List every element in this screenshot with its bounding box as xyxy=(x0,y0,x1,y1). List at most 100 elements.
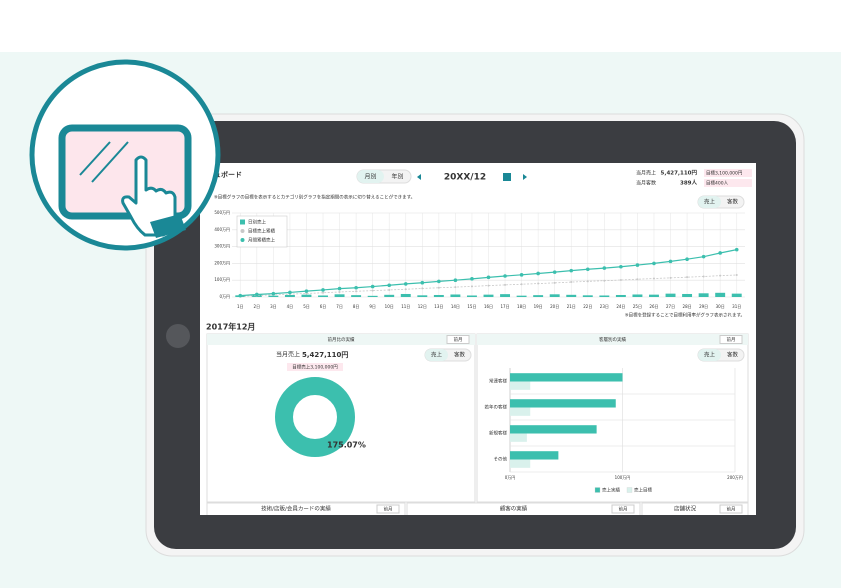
legend-swatch xyxy=(240,229,245,233)
x-tick-label: 11日 xyxy=(401,304,410,309)
x-tick-label: 17日 xyxy=(501,304,510,309)
series-point xyxy=(387,283,392,288)
glare xyxy=(79,141,111,176)
tab-active xyxy=(357,170,384,183)
x-tick-label: 12日 xyxy=(418,304,427,309)
panel xyxy=(206,502,406,515)
customers-label: 当月客数 xyxy=(636,180,656,187)
series-point xyxy=(304,289,309,293)
x-tick-label: 14日 xyxy=(451,304,460,309)
tab-label: 売上 xyxy=(431,351,443,359)
legend-label: 目標売上累積 xyxy=(248,228,275,235)
small-button xyxy=(376,504,400,514)
bar xyxy=(510,407,531,416)
daily-bar xyxy=(615,294,626,297)
series-point xyxy=(470,277,474,281)
x-tick-label: 4日 xyxy=(287,304,294,309)
x-tick-label: 9日 xyxy=(369,304,376,309)
daily-bar xyxy=(417,295,428,297)
series-point xyxy=(585,267,590,272)
series-point xyxy=(619,279,622,282)
series-point xyxy=(719,274,722,277)
button-label: 前月 xyxy=(384,506,393,513)
daily-bar xyxy=(566,294,577,297)
panel-header xyxy=(207,334,475,345)
sales-target: 目標3,100,000円 xyxy=(706,170,743,177)
panel-tabs-active xyxy=(698,349,721,361)
tab-label: 売上 xyxy=(704,198,716,206)
x-tick-label: 8日 xyxy=(353,304,360,309)
series-point xyxy=(652,261,656,266)
glare xyxy=(91,141,129,183)
x-tick-label: 30日 xyxy=(716,304,725,309)
series-point xyxy=(504,283,507,286)
daily-bar xyxy=(500,294,511,297)
x-tick-label: 23日 xyxy=(600,304,609,309)
daily-bar xyxy=(351,295,362,297)
series-point xyxy=(520,283,523,286)
button-label: 前月 xyxy=(727,506,736,513)
home-button xyxy=(166,324,190,348)
daily-bar xyxy=(682,293,693,297)
small-button xyxy=(611,504,635,514)
series-point xyxy=(635,263,640,267)
daily-bar xyxy=(649,294,659,297)
small-button xyxy=(446,335,470,344)
series-point xyxy=(702,275,705,278)
daily-bar xyxy=(582,295,593,297)
x-tick-label: 10日 xyxy=(385,304,394,309)
x-tick-label: 7日 xyxy=(336,304,343,309)
daily-bar xyxy=(549,294,560,297)
daily-bar xyxy=(318,295,328,297)
x-tick-label: 5日 xyxy=(303,304,310,309)
series-point xyxy=(388,288,391,291)
daily-bar xyxy=(715,292,726,297)
panel xyxy=(406,502,641,515)
x-tick-label: 6日 xyxy=(320,304,327,309)
series-point xyxy=(734,247,739,252)
series-point xyxy=(652,277,655,280)
daily-bar xyxy=(698,293,709,297)
series-point xyxy=(421,287,424,290)
bar xyxy=(510,433,527,442)
month-label: 2017年12月 xyxy=(206,322,255,332)
daily-bar xyxy=(665,293,676,297)
series-point xyxy=(669,276,672,279)
customers-target: 目標400人 xyxy=(706,180,729,187)
small-button xyxy=(719,504,743,514)
series-point xyxy=(569,268,574,273)
touch-badge xyxy=(29,59,221,251)
sales-value: 5,427,110円 xyxy=(302,351,348,359)
hand-icon xyxy=(121,155,177,237)
metric-tabs-active xyxy=(698,196,721,208)
bar xyxy=(510,459,531,468)
donut-label: 175.07% xyxy=(327,441,366,450)
bar xyxy=(510,399,616,408)
series-point xyxy=(586,280,589,283)
series-point xyxy=(453,278,458,283)
page-title: ュボード xyxy=(214,170,242,179)
target: 目標売上3,100,000円 xyxy=(292,364,338,371)
series-point xyxy=(437,286,440,289)
daily-bar xyxy=(268,295,279,297)
series-point xyxy=(403,282,408,286)
button-label: 前月 xyxy=(727,336,736,343)
series-point xyxy=(636,278,639,281)
bar xyxy=(510,451,559,460)
legend-box xyxy=(236,215,288,248)
series-point xyxy=(355,290,358,293)
series-point xyxy=(487,284,490,287)
x-tick-label: 100万円 xyxy=(615,475,631,480)
daily-bar xyxy=(533,295,544,297)
description: ※目標グラフの目標を表示するとカテゴリ別グラフを指定期間の表示に切り替えることが… xyxy=(214,194,415,201)
series-point xyxy=(519,273,524,277)
series-point xyxy=(619,264,623,269)
panel-title: 技術/店販/会員カードの実績 xyxy=(261,505,331,513)
sales-label: 当月売上 xyxy=(276,351,300,359)
series-point xyxy=(686,276,689,279)
x-tick-label: 18日 xyxy=(517,304,526,309)
target-box xyxy=(704,169,752,177)
x-tick-label: 3日 xyxy=(270,304,277,309)
daily-bar xyxy=(433,294,444,297)
